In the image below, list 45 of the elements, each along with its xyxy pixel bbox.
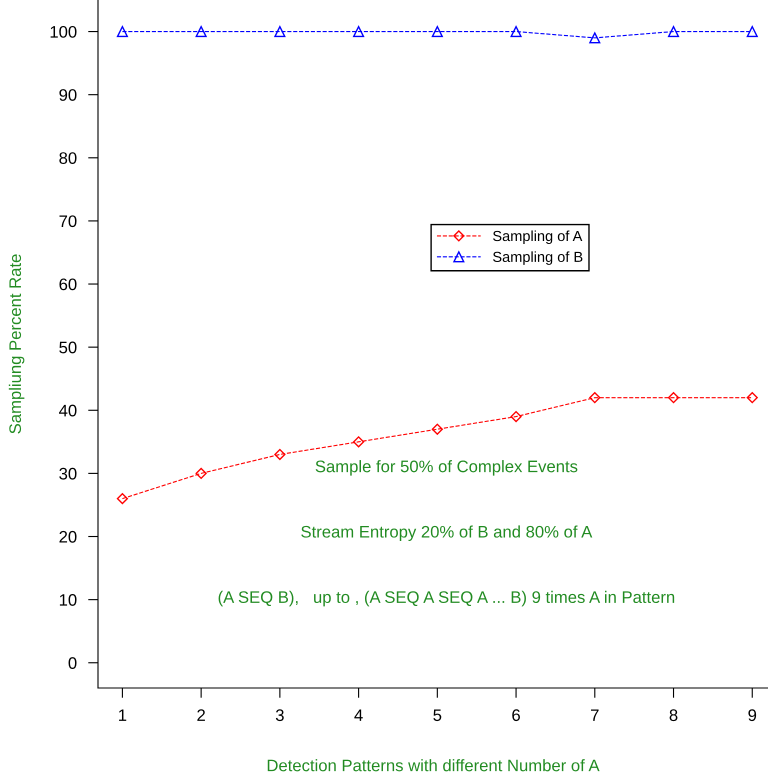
y-tick-label: 20 — [59, 530, 77, 543]
y-axis-title: Sampliung Percent Rate — [8, 254, 24, 434]
point — [432, 26, 443, 38]
point — [510, 26, 522, 38]
x-tick-label: 8 — [670, 709, 678, 722]
x-tick-label: 5 — [433, 709, 442, 722]
y-tick-label: 30 — [59, 468, 77, 480]
y-tick-label: 70 — [59, 215, 77, 228]
point — [353, 26, 364, 38]
x-tick-label: 3 — [276, 709, 284, 722]
point — [510, 410, 522, 422]
legend-label: Sampling of B — [493, 251, 582, 265]
point — [589, 32, 600, 44]
point — [668, 392, 680, 404]
x-tick-label: 6 — [512, 709, 520, 722]
point — [196, 468, 207, 479]
point — [432, 424, 443, 435]
x-tick-label: 4 — [354, 709, 363, 721]
point — [116, 26, 128, 38]
y-tick-label: 80 — [59, 152, 77, 164]
y-tick-label: 0 — [68, 657, 77, 669]
point — [116, 493, 128, 504]
point — [746, 392, 758, 404]
x-tick-label: 7 — [591, 709, 599, 721]
y-tick-label: 50 — [59, 342, 77, 354]
point — [352, 436, 364, 448]
point — [746, 26, 758, 38]
point — [274, 26, 286, 38]
point — [196, 26, 207, 38]
x-tick-label: 9 — [748, 709, 756, 722]
annotation: Sample for 50% of Complex Events — [316, 460, 578, 476]
point — [274, 448, 286, 460]
x-axis-title: Detection Patterns with different Number of A — [268, 759, 600, 772]
annotation: (A SEQ B), up to , (A SEQ A SEQ A ... B) 9 times A in Pattern — [218, 590, 674, 606]
x-tick-label: 2 — [197, 709, 205, 721]
y-tick-label: 40 — [59, 404, 77, 416]
point — [668, 26, 680, 38]
y-tick-label: 10 — [60, 594, 77, 606]
legend-label: Sampling of A — [493, 230, 582, 244]
point — [589, 392, 600, 404]
y-tick-label: 90 — [59, 89, 77, 101]
y-tick-label: 60 — [59, 278, 77, 290]
x-tick-label: 1 — [119, 709, 126, 721]
annotation: Stream Entropy 20% of B and 80% of A — [301, 525, 592, 541]
y-tick-label: 100 — [50, 26, 77, 38]
